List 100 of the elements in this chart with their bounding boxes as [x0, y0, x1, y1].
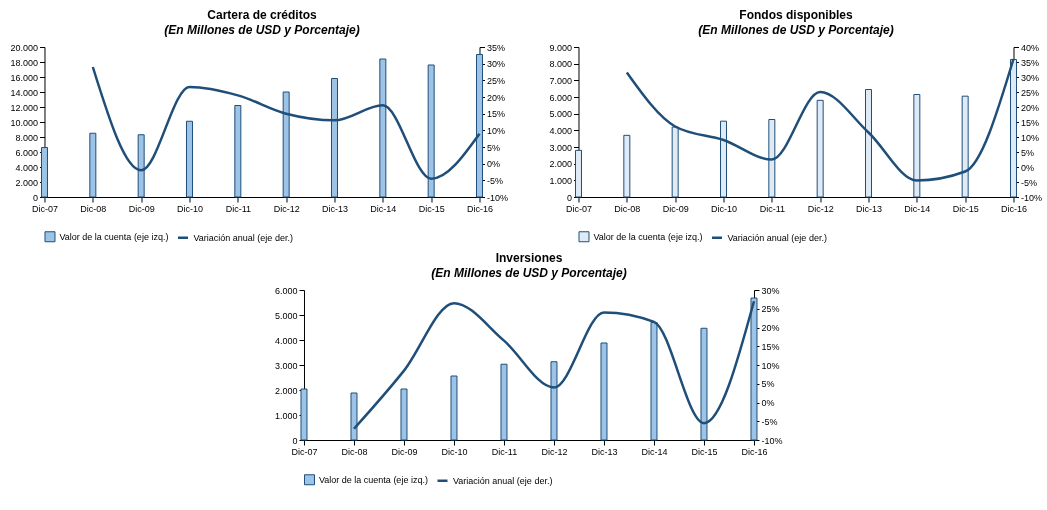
y-tick-label: 8.000: [549, 59, 572, 70]
legend-label: Valor de la cuenta (eje izq.): [593, 231, 703, 242]
y-tick-label: 12.000: [10, 102, 38, 113]
y2-tick-label: 25%: [486, 75, 506, 86]
x-tick-label: Dic-12: [807, 203, 834, 214]
y-tick-label: 0: [566, 192, 572, 203]
x-tick-label: Dic-16: [466, 203, 493, 214]
x-tick-label: Dic-07: [291, 446, 318, 457]
y2-tick-label: -10%: [486, 192, 509, 203]
chart-title: Cartera de créditos: [207, 8, 317, 22]
y-tick-label: 2.000: [549, 159, 572, 170]
bar: [450, 375, 458, 441]
y-tick-label: 20.000: [10, 42, 38, 53]
chart-title: Inversiones: [495, 251, 563, 265]
y-tick-label: 10.000: [10, 117, 38, 128]
y2-tick-label: -5%: [1020, 177, 1038, 188]
x-tick-label: Dic-09: [662, 203, 689, 214]
y-tick-label: 0: [292, 435, 298, 446]
y2-tick-label: 25%: [761, 304, 780, 315]
x-tick-label: Dic-15: [691, 446, 718, 457]
x-tick-label: Dic-10: [710, 203, 737, 214]
y2-tick-label: 20%: [1020, 102, 1040, 113]
y-tick-label: 5.000: [274, 310, 298, 321]
bar: [89, 132, 97, 198]
y-tick-label: 8.000: [15, 132, 38, 143]
x-tick-label: Dic-11: [759, 203, 785, 214]
y2-tick-label: -10%: [761, 435, 783, 446]
y-tick-label: 5.000: [549, 109, 572, 120]
y-tick-label: 3.000: [274, 360, 298, 371]
x-tick-label: Dic-13: [321, 203, 348, 214]
y2-tick-label: 5%: [761, 379, 775, 390]
y2-tick-label: 35%: [1020, 57, 1040, 68]
chart-subtitle: (En Millones de USD y Porcentaje): [164, 23, 360, 37]
x-tick-label: Dic-13: [855, 203, 882, 214]
y2-tick-label: 10%: [761, 360, 780, 371]
x-tick-label: Dic-07: [31, 203, 58, 214]
y-tick-label: 9.000: [549, 42, 572, 53]
x-tick-label: Dic-08: [614, 203, 641, 214]
x-tick-label: Dic-12: [273, 203, 300, 214]
y2-tick-label: 35%: [486, 42, 506, 53]
y-tick-label: 1.000: [549, 175, 572, 186]
bar: [574, 149, 582, 198]
y-tick-label: 2.000: [15, 177, 38, 188]
x-tick-label: Dic-08: [341, 446, 368, 457]
y2-tick-label: -5%: [486, 175, 504, 186]
chart-title: Fondos disponibles: [739, 8, 853, 22]
chart-subtitle: (En Millones de USD y Porcentaje): [431, 266, 627, 280]
x-tick-label: Dic-16: [1000, 203, 1027, 214]
y2-tick-label: 0%: [486, 159, 501, 170]
x-tick-label: Dic-15: [952, 203, 979, 214]
y2-tick-label: 5%: [486, 142, 501, 153]
x-tick-label: Dic-12: [541, 446, 568, 457]
y2-tick-label: 30%: [486, 59, 506, 70]
x-tick-label: Dic-14: [904, 203, 931, 214]
x-tick-label: Dic-16: [741, 446, 768, 457]
x-tick-label: Dic-11: [491, 446, 518, 457]
x-tick-label: Dic-09: [391, 446, 418, 457]
bar: [40, 147, 48, 198]
y2-tick-label: 40%: [1020, 42, 1040, 53]
x-tick-label: Dic-09: [128, 203, 155, 214]
y-tick-label: 4.000: [274, 335, 298, 346]
x-tick-label: Dic-10: [441, 446, 468, 457]
y2-tick-label: 30%: [761, 285, 780, 296]
y2-tick-label: 15%: [761, 341, 780, 352]
x-tick-label: Dic-08: [80, 203, 107, 214]
y2-tick-label: 0%: [1020, 162, 1035, 173]
y-tick-label: 18.000: [10, 57, 38, 68]
bar: [234, 105, 242, 198]
bar: [623, 134, 631, 198]
y-tick-label: 6.000: [15, 147, 38, 158]
legend-label: Valor de la cuenta (eje izq.): [59, 231, 169, 242]
y2-tick-label: 10%: [1020, 132, 1040, 143]
bar: [300, 388, 308, 441]
bar: [600, 342, 608, 441]
y2-tick-label: 0%: [761, 398, 775, 408]
y2-tick-label: 5%: [1020, 147, 1035, 158]
y2-tick-label: 15%: [1020, 117, 1040, 128]
x-tick-label: Dic-15: [418, 203, 445, 214]
y2-tick-label: 30%: [1020, 72, 1040, 83]
y2-tick-label: -5%: [761, 416, 778, 427]
x-tick-label: Dic-13: [591, 446, 618, 457]
bar: [500, 363, 508, 441]
y-tick-label: 16.000: [10, 72, 38, 83]
y-tick-label: 6.000: [274, 285, 298, 296]
y-tick-label: 14.000: [10, 87, 38, 98]
legend-label: Variación anual (eje der.): [193, 232, 293, 243]
x-tick-label: Dic-14: [641, 446, 668, 457]
x-tick-label: Dic-07: [565, 203, 592, 214]
legend-label: Variación anual (eje der.): [452, 475, 553, 486]
legend-label: Variación anual (eje der.): [727, 232, 827, 243]
y2-tick-label: -10%: [1020, 192, 1043, 203]
bar: [185, 120, 193, 198]
bar: [816, 99, 824, 198]
y-tick-label: 2.000: [274, 385, 298, 396]
y2-tick-label: 20%: [486, 92, 506, 103]
y-tick-label: 0: [32, 192, 38, 203]
y2-tick-label: 15%: [486, 109, 506, 120]
chart-subtitle: (En Millones de USD y Porcentaje): [698, 23, 894, 37]
y-tick-label: 6.000: [549, 92, 572, 103]
y2-tick-label: 20%: [761, 323, 780, 333]
